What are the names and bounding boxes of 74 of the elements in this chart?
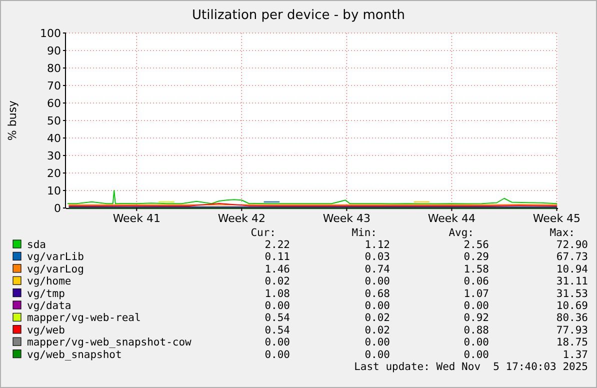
text: 72.90 [556,239,588,251]
text: 0.02 [264,276,290,288]
y-tick-label: 90 [47,44,61,58]
text: 0.54 [264,312,290,324]
legend-label: vg/tmp [27,288,65,300]
legend-label: sda [27,239,46,251]
line-series [67,190,558,204]
x-tick-label: Week 45 [532,212,581,225]
text: 0.68 [364,288,390,300]
legend-label: vg/web_snapshot [27,348,122,361]
text: Max: [550,226,575,239]
text: 2.56 [464,239,489,251]
y-tick-label: 70 [47,80,61,92]
text: 0.00 [264,336,290,349]
text: 0.00 [264,300,290,312]
text: 0.00 [364,336,390,349]
text: 0.00 [464,300,489,312]
text: 0.03 [364,251,390,264]
y-tick-label: 80 [47,62,61,75]
chart-title: Utilization per device - by month [192,8,405,23]
text: 67.73 [556,251,588,264]
y-axis-title: % busy [6,100,19,141]
legend-label: vg/web [27,324,65,336]
x-tick-label: Week 43 [322,212,371,225]
text: 31.11 [556,276,588,288]
text: Avg: [448,226,474,239]
text: 18.75 [556,336,588,349]
text: 1.58 [464,263,489,276]
y-tick-label: 60 [47,97,61,110]
y-tick-label: 20 [47,167,61,180]
text: 0.00 [464,336,489,349]
text: 0.00 [364,276,390,288]
legend-label: mapper/vg-web_snapshot-cow [27,336,192,349]
y-tick-label: 40 [47,132,61,145]
text: 0.00 [464,348,489,361]
text: 0.92 [464,312,489,324]
text: Last update: Wed Nov 5 17:40:03 2025 [354,361,588,373]
text: 10.69 [556,300,588,312]
text: 1.08 [264,288,290,300]
text: 10.94 [556,263,588,276]
text: 0.00 [264,348,290,361]
text: 0.74 [364,263,390,276]
text: 80.36 [556,312,588,324]
text: 0.00 [364,300,390,312]
text: 77.93 [556,324,588,336]
text: 0.00 [364,348,390,361]
text: 31.53 [556,288,588,300]
legend-label: vg/varLog [27,263,84,276]
legend-label: mapper/vg-web-real [27,312,141,324]
text: 1.12 [364,239,390,251]
text: 2.22 [264,239,290,251]
text: Cur: [250,226,276,239]
text: 0.88 [464,324,489,336]
y-tick-label: 30 [47,150,61,162]
legend-label: vg/home [27,276,72,288]
text: 1.46 [264,263,290,276]
text: 1.37 [562,348,588,361]
x-tick-label: Week 41 [112,212,160,225]
legend-label: vg/varLib [27,251,84,264]
y-tick-label: 50 [47,114,61,128]
text: Min: [352,226,377,239]
text: 0.06 [464,276,489,288]
x-tick-label: Week 44 [428,212,476,225]
y-tick-label: 10 [47,184,61,198]
text: 0.02 [364,324,390,336]
text: 0.11 [264,251,290,264]
text: 0.29 [464,251,489,264]
y-tick-label: 100 [40,27,61,40]
text: 0.02 [364,312,390,324]
text: 0.54 [264,324,290,336]
x-tick-label: Week 42 [218,212,266,225]
legend-label: vg/data [27,300,72,312]
y-tick-label: 0 [54,202,61,215]
text: 1.07 [464,288,489,300]
